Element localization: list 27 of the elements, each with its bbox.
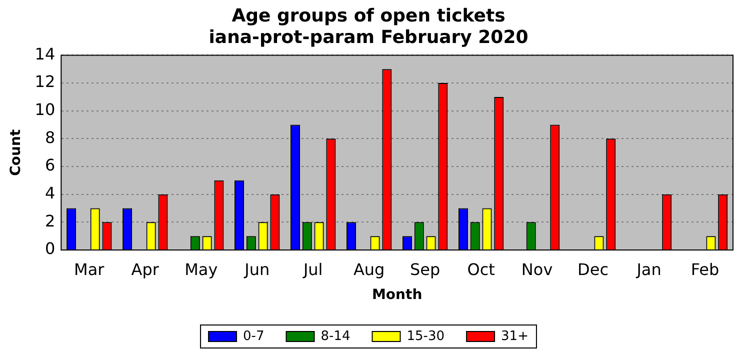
x-tick-label: Feb (690, 260, 720, 279)
legend-label: 31+ (501, 328, 528, 344)
x-axis-title: Month (372, 287, 422, 304)
legend-label: 15-30 (406, 328, 445, 344)
y-tick-label: 2 (44, 211, 56, 230)
y-axis-title: Count (8, 129, 24, 176)
x-tick-label: Oct (467, 260, 495, 279)
y-tick-label: 4 (44, 184, 56, 202)
y-tick-label: 8 (44, 128, 56, 147)
x-tick-label: Dec (578, 260, 609, 279)
x-tick-label: Mar (74, 260, 105, 279)
y-tick-label: 10 (34, 100, 56, 120)
x-tick-label: May (184, 260, 218, 279)
y-tick-label: 0 (44, 239, 56, 258)
x-tick-label: Sep (410, 260, 440, 279)
chart-title: Age groups of open tickets iana-prot-param February 2020 (208, 5, 528, 48)
legend-label: 0-7 (243, 328, 264, 344)
x-tick-label: Jul (302, 260, 323, 279)
legend-label: 8-14 (320, 328, 350, 344)
y-tick-label: 14 (34, 44, 56, 64)
x-tick-label: Nov (521, 260, 553, 279)
y-tick-label: 6 (44, 156, 56, 175)
x-tick-label: Aug (353, 260, 385, 279)
x-tick-label: Jan (636, 260, 662, 279)
x-tick-label: Jun (244, 260, 270, 279)
y-tick-label: 12 (34, 72, 56, 92)
x-tick-label: Apr (131, 260, 160, 279)
